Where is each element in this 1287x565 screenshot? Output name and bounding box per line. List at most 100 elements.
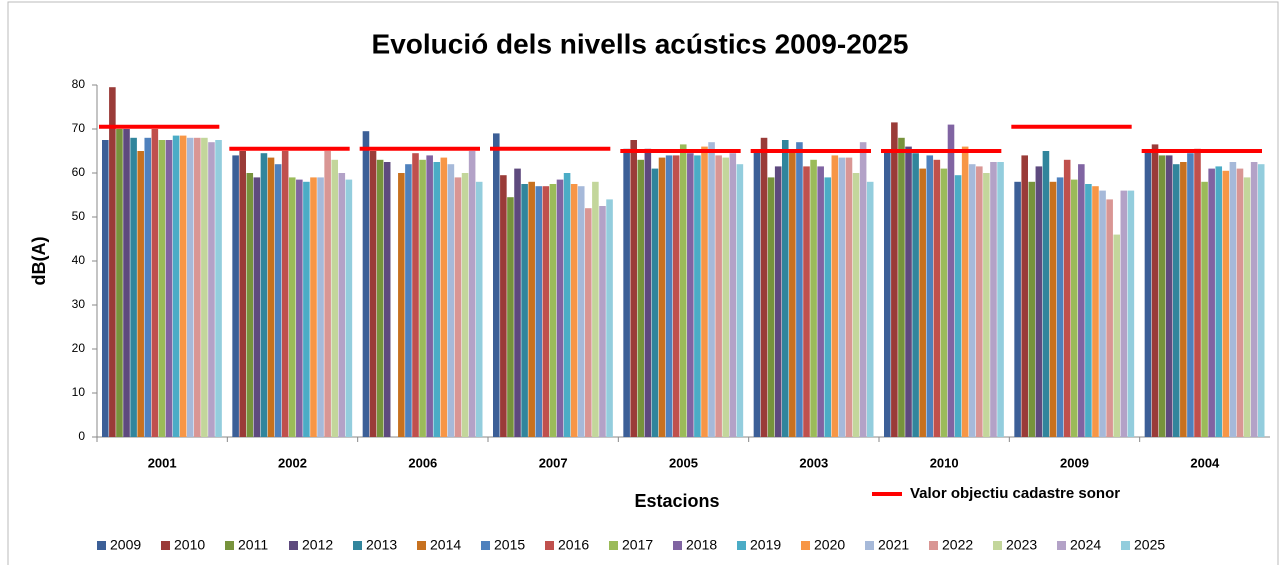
bar [563,173,571,437]
bar [345,179,353,437]
x-tick-label: 2005 [669,455,698,470]
bar [824,177,832,437]
bar [637,159,645,438]
bar [475,181,483,437]
bar [1180,162,1187,437]
legend-label: 2022 [942,537,973,553]
bar [585,208,592,437]
bar [599,206,606,437]
bar [651,168,659,437]
bar [468,151,476,437]
bar [708,142,715,437]
bar [1144,151,1152,437]
bar [1106,199,1113,437]
legend-label: 2016 [558,537,589,553]
legend-swatch [353,541,362,550]
bar [961,146,969,437]
bar [1070,179,1078,437]
bar [630,140,637,437]
bar [810,159,817,438]
bar [803,166,810,437]
legend-swatch [609,541,618,550]
x-tick-label: 2002 [278,455,307,470]
bar [123,129,130,437]
bar [137,151,144,437]
y-tick-label: 0 [78,429,85,443]
x-tick-label: 2006 [408,455,437,470]
bar [831,155,839,437]
bar [338,173,346,437]
legend-label: 2013 [366,537,397,553]
bar [1085,184,1092,437]
bar [461,173,469,437]
legend-label: 2009 [110,537,141,553]
bar [983,173,990,437]
bar [1035,166,1043,437]
bar [845,157,853,437]
bar [549,184,557,437]
bar [926,155,934,437]
legend-label: 2011 [238,537,268,553]
bar [433,162,441,437]
bar [521,184,528,437]
bar [933,159,941,438]
bar [507,197,514,437]
bar [577,186,585,437]
bar [884,151,891,437]
bar [658,157,666,437]
bar [1127,190,1135,437]
bar [447,164,455,437]
legend-label: 2015 [494,537,525,553]
bar [398,173,405,437]
bar [976,166,983,437]
bar [919,168,926,437]
bar [968,164,976,437]
bar [1229,162,1237,437]
bar [109,87,116,437]
bar [774,166,782,437]
legend-swatch [1121,541,1130,550]
legend-swatch [417,541,426,550]
bar [623,148,630,438]
bar [1165,155,1173,437]
bar [954,175,962,437]
bar [405,164,412,437]
bar [715,155,722,437]
legend-label: 2014 [430,537,461,553]
legend-swatch [673,541,682,550]
bar [905,146,912,437]
legend-swatch [97,541,106,550]
bar [260,153,268,437]
bar [194,137,201,438]
bar [1257,164,1265,437]
bar [679,144,687,437]
bar [493,133,500,437]
bar [267,157,275,437]
bar [208,142,215,437]
bar [376,159,384,438]
bar [412,153,419,437]
bar [303,181,310,437]
legend-swatch [161,541,170,550]
bar [817,166,824,437]
bar [165,140,173,437]
bar [1222,170,1230,438]
y-tick-label: 70 [72,121,86,135]
bar [1250,162,1258,437]
bar [1078,164,1085,437]
bar [940,168,948,437]
bar [179,135,187,437]
bar [753,151,761,437]
bar [1243,177,1251,437]
y-tick-label: 30 [72,297,86,311]
bar [852,173,860,437]
bar [1014,181,1021,437]
bar [1056,177,1064,437]
bar [859,142,867,437]
bar [891,122,898,438]
legend-swatch [225,541,234,550]
bar [514,168,521,437]
bar [369,151,377,437]
bar [912,153,919,437]
